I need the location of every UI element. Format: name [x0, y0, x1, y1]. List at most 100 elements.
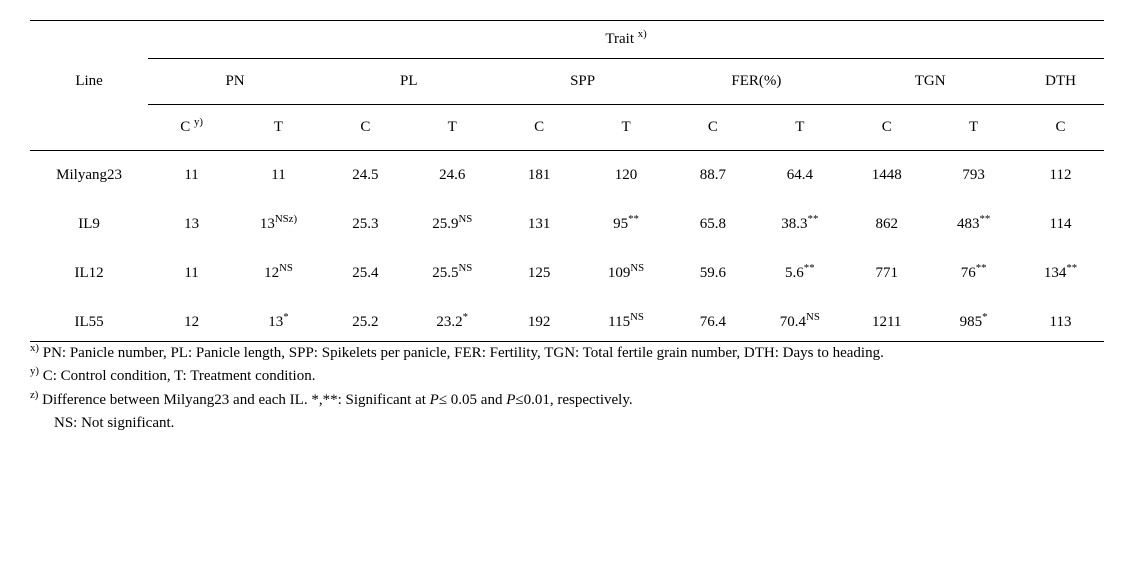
cell-sup: **	[804, 262, 815, 274]
data-cell: 25.5NS	[409, 249, 496, 298]
cell-value: 1211	[872, 314, 901, 330]
cell-value: 38.3	[781, 216, 807, 232]
header-trait: Trait x)	[148, 21, 1104, 59]
data-cell: 115NS	[583, 298, 670, 342]
cell-value: 23.2	[436, 314, 462, 330]
cell-value: 76.4	[700, 314, 726, 330]
cell-sup: *	[982, 311, 987, 323]
data-cell: 862	[843, 200, 930, 249]
data-cell: 985*	[930, 298, 1017, 342]
table-row: IL551213*25.223.2*192115NS76.470.4NS1211…	[30, 298, 1104, 342]
cell-value: 793	[962, 167, 985, 183]
cell-sup: **	[808, 213, 819, 225]
data-cell: 793	[930, 151, 1017, 201]
cell-sup: NS	[458, 213, 472, 225]
group-pn: PN	[148, 59, 322, 105]
subheader-t: T	[930, 105, 1017, 151]
cell-value: 25.4	[352, 265, 378, 281]
cell-value: 24.5	[352, 167, 378, 183]
cell-value: 114	[1050, 216, 1072, 232]
row-line-label: IL9	[30, 200, 148, 249]
header-blank	[30, 21, 148, 59]
cell-sup: NSz)	[275, 213, 297, 225]
data-cell: 24.5	[322, 151, 409, 201]
cell-value: 115	[608, 314, 630, 330]
footnote-x-sup: x)	[30, 342, 39, 354]
data-cell: 192	[496, 298, 583, 342]
subheader-c: C	[1017, 105, 1104, 151]
cell-value: 11	[184, 265, 198, 281]
data-cell: 24.6	[409, 151, 496, 201]
cell-sup: NS	[630, 311, 644, 323]
cell-sup: **	[979, 213, 990, 225]
footnote-z-p1: P	[430, 392, 439, 408]
footnote-z-text-c: ≤0.01, respectively.	[515, 392, 632, 408]
subheader-blank	[30, 105, 148, 151]
data-cell: 11	[148, 249, 235, 298]
data-cell: 131	[496, 200, 583, 249]
cell-value: 59.6	[700, 265, 726, 281]
cell-value: 24.6	[439, 167, 465, 183]
cell-value: 134	[1044, 265, 1067, 281]
data-cell: 88.7	[669, 151, 756, 201]
cell-sup: NS	[806, 311, 820, 323]
cell-value: 109	[608, 265, 631, 281]
footnote-y-text: C: Control condition, T: Treatment condi…	[39, 368, 315, 384]
cell-value: 11	[184, 167, 198, 183]
cell-value: 131	[528, 216, 551, 232]
cell-value: 25.9	[432, 216, 458, 232]
line-label: Line	[75, 73, 103, 89]
row-line-label: IL12	[30, 249, 148, 298]
cell-sup: *	[463, 311, 468, 323]
cell-value: 1448	[872, 167, 902, 183]
cell-value: 985	[960, 314, 983, 330]
row-line-label: Milyang23	[30, 151, 148, 201]
data-cell: 13NSz)	[235, 200, 322, 249]
row-line-label: IL55	[30, 298, 148, 342]
data-cell: 13	[148, 200, 235, 249]
data-cell: 114	[1017, 200, 1104, 249]
cell-value: 64.4	[787, 167, 813, 183]
subheader-c: C	[843, 105, 930, 151]
table-body: Milyang23 11 11 24.5 24.6 181 120 88.7 64.4 1448 7…	[30, 151, 1104, 342]
cell-value: 120	[615, 167, 638, 183]
data-cell: 70.4NS	[756, 298, 843, 342]
cell-sup: NS	[630, 262, 644, 274]
cell-value: 181	[528, 167, 551, 183]
cell-value: 25.5	[432, 265, 458, 281]
cell-value: 70.4	[780, 314, 806, 330]
footnote-z-text-b: ≤ 0.05 and	[439, 392, 506, 408]
cell-sup: **	[976, 262, 987, 274]
footnote-z: z) Difference between Milyang23 and each…	[30, 389, 1104, 412]
cell-value: 192	[528, 314, 551, 330]
cell-sup: NS	[279, 262, 293, 274]
cell-value: 112	[1050, 167, 1072, 183]
footnote-y-sup: y)	[30, 365, 39, 377]
group-pl: PL	[322, 59, 496, 105]
table-row: Milyang23 11 11 24.5 24.6 181 120 88.7 64.4 1448 7…	[30, 151, 1104, 201]
data-cell: 11	[235, 151, 322, 201]
data-cell: 11	[148, 151, 235, 201]
header-line: Line	[30, 59, 148, 105]
footnote-z-text-a: Difference between Milyang23 and each IL…	[38, 392, 429, 408]
data-cell: 95**	[583, 200, 670, 249]
data-cell: 25.4	[322, 249, 409, 298]
data-table: Trait x) Line PN PL SPP FER(%) TGN DTH	[30, 20, 1104, 342]
data-cell: 125	[496, 249, 583, 298]
cell-value: 95	[613, 216, 628, 232]
cell-value: 13	[260, 216, 275, 232]
footnote-ns: NS: Not significant.	[30, 412, 1104, 435]
data-cell: 113	[1017, 298, 1104, 342]
data-cell: 64.4	[756, 151, 843, 201]
table-header: Trait x) Line PN PL SPP FER(%) TGN DTH	[30, 21, 1104, 151]
subheader-c-first: C y)	[148, 105, 235, 151]
data-cell: 25.3	[322, 200, 409, 249]
cell-value: 25.2	[352, 314, 378, 330]
subheader-t: T	[583, 105, 670, 151]
cell-value: 11	[271, 167, 285, 183]
sublabel-c-sup: y)	[194, 116, 203, 128]
group-spp: SPP	[496, 59, 670, 105]
group-dth: DTH	[1017, 59, 1104, 105]
data-cell: 5.6**	[756, 249, 843, 298]
cell-sup: NS	[458, 262, 472, 274]
